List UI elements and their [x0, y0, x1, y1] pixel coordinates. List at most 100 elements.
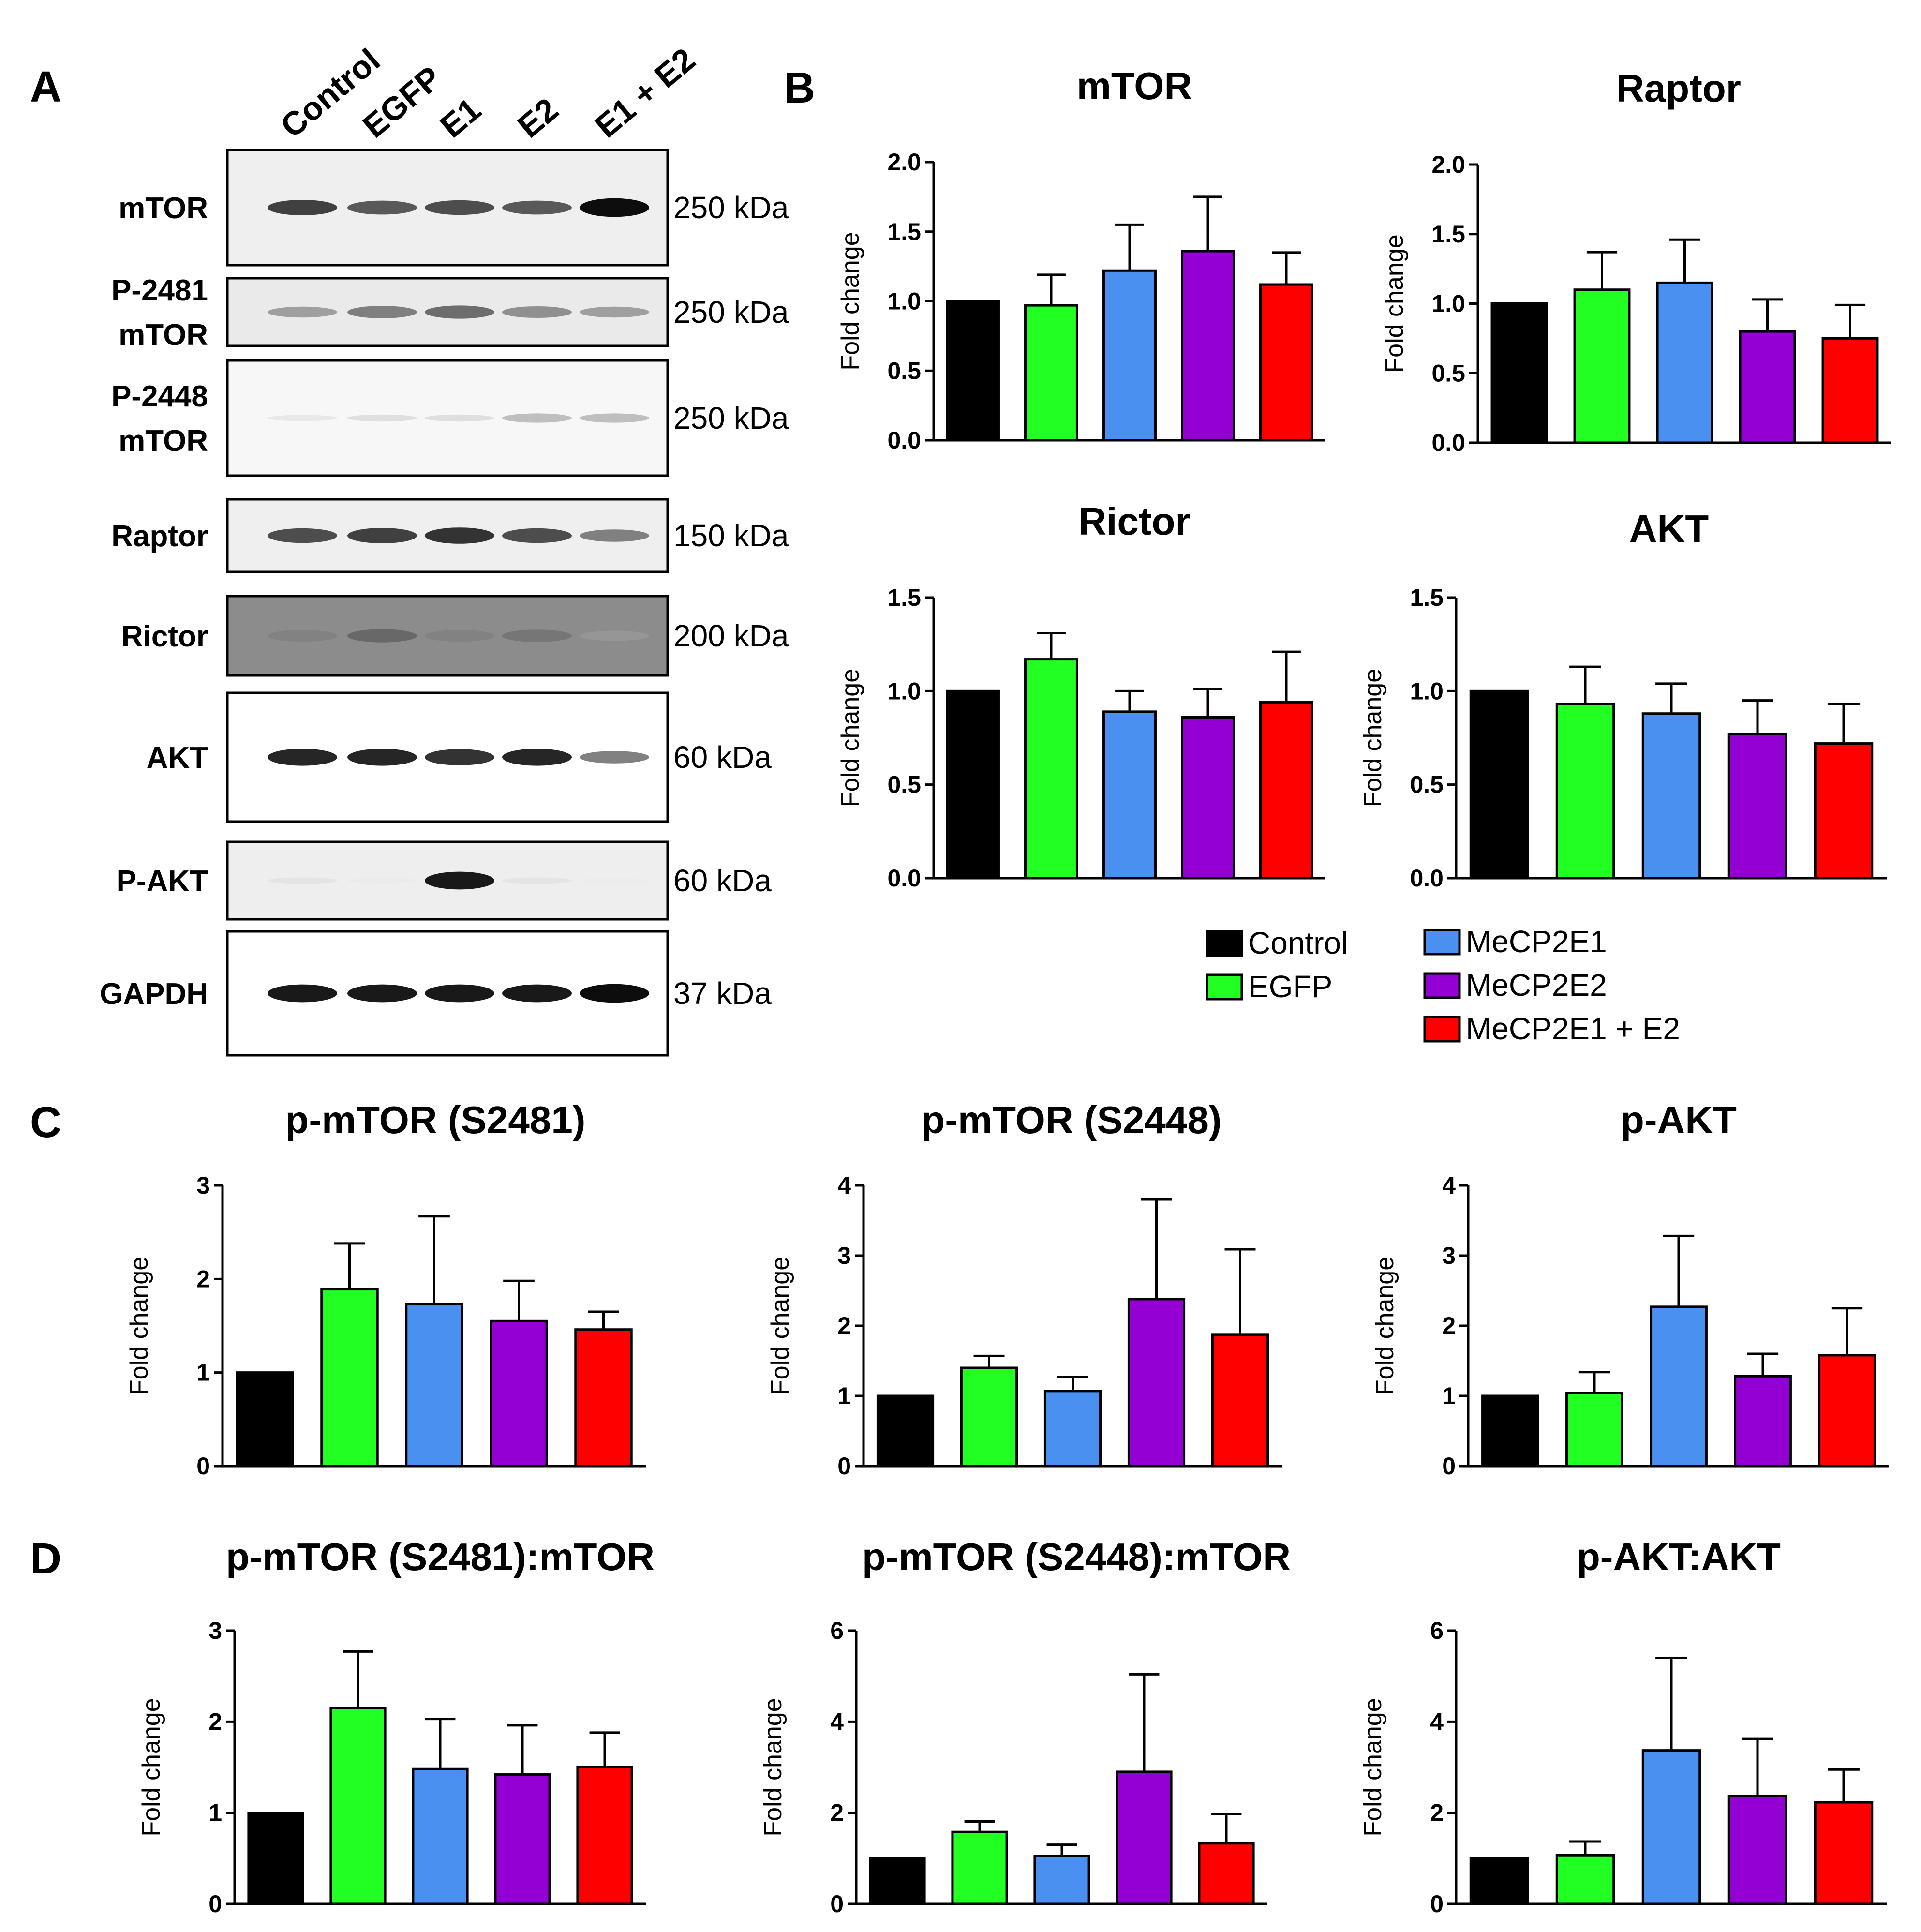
chart-p-akt-akt: p-AKT:AKT 0 2 4 6 Fold change [1359, 1535, 1887, 1917]
y-axis-label: Fold change [1381, 234, 1409, 373]
bar-mecp2e1 [1641, 1749, 1701, 1905]
legend-swatch [1423, 972, 1461, 999]
blot-gapdh: GAPDH 37 kDa [100, 930, 772, 1057]
bar-mecp2e2 [1127, 1298, 1186, 1468]
blot-label: Raptor [111, 520, 208, 553]
bar-control [1481, 1394, 1539, 1468]
y-tick-label: 1.0 [1431, 290, 1465, 317]
blot-band [425, 871, 494, 890]
y-tick-label: 0 [208, 1890, 222, 1917]
y-tick-label: 1.0 [1410, 677, 1444, 704]
bar-egfp [1565, 1392, 1623, 1468]
legend-label: MeCP2E1 [1466, 924, 1607, 959]
bar-mecp2e1-e2 [574, 1328, 633, 1468]
chart-p-mtor-s2448-mtor: p-mTOR (S2448):mTOR 0 2 4 6 Fold change [759, 1535, 1291, 1917]
bar-mecp2e1 [1033, 1855, 1090, 1905]
y-tick-label: 3 [837, 1242, 851, 1269]
chart-title: p-mTOR (S2481) [285, 1098, 586, 1141]
chart-title: Raptor [1616, 67, 1741, 110]
bar-control [1469, 1857, 1529, 1905]
blot-band [502, 413, 572, 423]
y-axis-label: Fold change [125, 1257, 153, 1395]
y-tick-label: 0 [196, 1453, 210, 1480]
blot-band [347, 414, 417, 422]
bar-control [876, 1394, 935, 1468]
y-tick-label: 1.5 [1431, 221, 1465, 248]
y-tick-label: 2 [1430, 1799, 1444, 1827]
blot-band [580, 984, 649, 1003]
blot-band [502, 749, 572, 766]
legend-swatch [1423, 1016, 1461, 1043]
chart-rictor: Rictor 0.0 0.5 1.0 1.5 Fold change [836, 500, 1325, 892]
blot-kda: 250 kDa [673, 190, 789, 225]
blot-kda: 250 kDa [673, 401, 789, 435]
y-tick-label: 2 [830, 1799, 844, 1827]
legend-item-control: Control [1206, 926, 1348, 960]
bar-mecp2e1 [1656, 281, 1713, 444]
blot-akt: AKT 60 kDa [147, 691, 772, 823]
blot-label: mTOR [119, 192, 208, 225]
y-axis-label: Fold change [1371, 1257, 1399, 1395]
bar-mecp2e1 [1102, 710, 1157, 880]
chart-title: p-mTOR (S2448) [922, 1098, 1222, 1141]
bar-charts: mTOR 0.0 0.5 1.0 1.5 2.0 Fold change Raptor 0.0 0… [125, 64, 1891, 1917]
blot-label: P-2481 [111, 274, 208, 307]
chart-p-akt: p-AKT 0 1 2 3 4 Fold change [1371, 1098, 1889, 1480]
blot-band [268, 984, 337, 1003]
chart-title: p-mTOR (S2481):mTOR [226, 1535, 655, 1578]
blot-label: AKT [147, 741, 208, 775]
y-tick-label: 4 [1442, 1172, 1456, 1199]
y-tick-label: 1 [1442, 1382, 1456, 1409]
legend-item-mecp2e2: MeCP2E2 [1423, 968, 1607, 1003]
bar-mecp2e1 [405, 1303, 463, 1468]
y-tick-label: 2 [837, 1312, 851, 1339]
bar-control [869, 1857, 926, 1905]
y-axis-label: Fold change [836, 232, 864, 370]
chart-title: p-AKT [1621, 1098, 1737, 1141]
blot-p-2481-mtor: P-2481 mTOR 250 kDa [111, 274, 789, 352]
western-blots: mTOR 250 kDa P-2481 mTOR 250 kDa P-2448 mTOR 25… [100, 149, 789, 1057]
blot-band [425, 200, 494, 215]
chart-title: Rictor [1078, 500, 1190, 543]
bar-egfp [1555, 1854, 1615, 1905]
panel-letter-d: D [30, 1535, 61, 1583]
bar-control [247, 1812, 304, 1905]
blot-band [580, 413, 649, 423]
blot-kda: 250 kDa [673, 295, 789, 329]
bar-egfp [1024, 304, 1078, 442]
y-axis-label: Fold change [836, 669, 864, 807]
y-tick-label: 3 [196, 1172, 210, 1199]
blot-p-2448-mtor: P-2448 mTOR 250 kDa [111, 359, 789, 477]
y-tick-label: 4 [830, 1708, 844, 1735]
blot-band [580, 630, 649, 641]
legend-swatch [1423, 929, 1461, 956]
y-tick-label: 6 [1430, 1617, 1444, 1644]
bar-mecp2e1-e2 [1259, 283, 1313, 442]
bar-mecp2e1 [1641, 712, 1701, 880]
blot-label: mTOR [119, 318, 208, 352]
bar-egfp [960, 1366, 1018, 1468]
blot-kda: 150 kDa [673, 518, 789, 553]
chart-p-mtor-s2481-mtor: p-mTOR (S2481):mTOR 0 1 2 3 Fold change [137, 1535, 655, 1917]
bar-mecp2e2 [1116, 1770, 1173, 1905]
y-tick-label: 0.0 [887, 865, 921, 892]
y-tick-label: 0.5 [1431, 359, 1465, 387]
chart-title: p-mTOR (S2448):mTOR [862, 1535, 1291, 1578]
bar-mecp2e2 [490, 1319, 548, 1468]
chart-p-mtor-s2481: p-mTOR (S2481) 0 1 2 3 Fold change [125, 1098, 646, 1480]
legend-item-egfp: EGFP [1206, 969, 1332, 1004]
legend-label: Control [1248, 926, 1348, 960]
y-tick-label: 0.0 [887, 427, 921, 454]
bar-control [1469, 689, 1529, 880]
y-tick-label: 0.5 [887, 357, 921, 384]
bar-mecp2e1-e2 [576, 1766, 633, 1905]
blot-band [502, 984, 572, 1003]
blot-band [502, 528, 572, 543]
y-tick-label: 0 [837, 1453, 851, 1480]
panel-letter-c: C [30, 1098, 61, 1147]
chart-raptor: Raptor 0.0 0.5 1.0 1.5 2.0 Fold change [1381, 67, 1891, 456]
bar-egfp [951, 1830, 1008, 1905]
y-tick-label: 0.0 [1410, 865, 1444, 892]
blot-band [425, 630, 494, 642]
blot-band [347, 629, 417, 643]
